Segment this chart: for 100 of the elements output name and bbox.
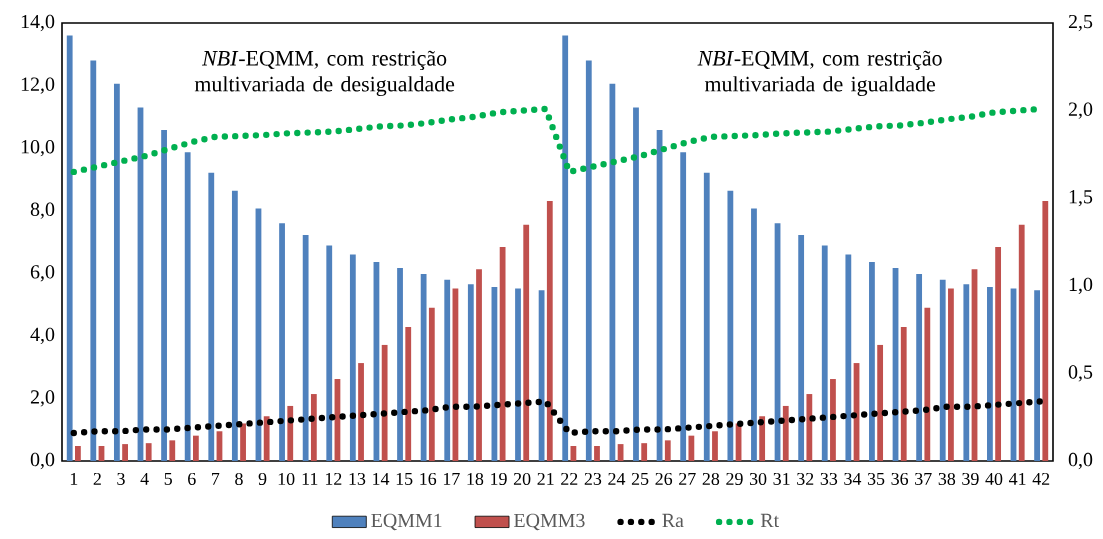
bar <box>900 327 907 461</box>
x-tick-label: 7 <box>212 472 220 485</box>
y-tick-label: 2,0 <box>30 390 55 407</box>
y-tick-label: 12,0 <box>21 77 55 94</box>
bar <box>782 405 789 461</box>
y-tick-label: 4,0 <box>30 327 55 345</box>
x-tick-label: 38 <box>938 472 956 485</box>
x-tick-label: 19 <box>491 472 507 485</box>
x-tick-label: 4 <box>140 472 149 485</box>
bar <box>594 445 600 461</box>
bar <box>680 152 687 461</box>
bar <box>161 129 167 461</box>
bar <box>287 405 294 461</box>
legend-label: Ra <box>662 513 684 528</box>
x-tick-label: 33 <box>820 472 838 485</box>
x-tick-label: 15 <box>396 472 413 485</box>
x-tick-label: 6 <box>188 472 196 485</box>
bar <box>302 235 309 461</box>
x-tick-label: 2 <box>93 472 101 485</box>
bar <box>633 107 639 461</box>
x-tick-label: 16 <box>420 472 437 485</box>
bar <box>712 431 718 461</box>
x-tick-label: 3 <box>117 472 125 485</box>
bar <box>948 288 954 461</box>
bar <box>349 254 356 461</box>
y2-tick-label: 0,0 <box>1068 452 1093 470</box>
x-tick-label: 14 <box>373 472 390 485</box>
bar <box>515 288 521 461</box>
x-tick-label: 11 <box>302 472 318 485</box>
bar <box>169 440 176 461</box>
bar <box>585 60 592 461</box>
x-tick-label: 37 <box>915 472 932 485</box>
bar <box>476 269 482 461</box>
bar <box>523 224 530 461</box>
bar <box>869 262 875 461</box>
bar <box>310 394 317 461</box>
y-tick-label: 6,0 <box>30 265 55 282</box>
legend-label: EQMM3 <box>513 513 585 531</box>
x-tick-label: 18 <box>467 472 484 485</box>
x-tick-label: 23 <box>584 472 602 485</box>
bar <box>609 83 616 461</box>
bar <box>263 416 270 461</box>
y2-tick-label: 1,0 <box>1069 277 1093 294</box>
bar <box>428 307 435 461</box>
bar <box>381 344 388 461</box>
bar <box>877 344 884 461</box>
bar <box>963 284 970 461</box>
y-tick-label: 8,0 <box>30 202 55 219</box>
bar <box>113 83 120 461</box>
bar <box>231 190 238 461</box>
x-tick-label: 30 <box>749 472 767 485</box>
x-tick-label: 25 <box>631 472 649 485</box>
bar <box>499 247 506 461</box>
bar <box>664 440 671 461</box>
bar <box>420 273 427 461</box>
x-tick-label: 31 <box>773 472 790 485</box>
y2-tick-label: 0,5 <box>1068 365 1093 382</box>
bar <box>538 290 545 461</box>
x-tick-label: 12 <box>325 472 342 485</box>
bar <box>751 208 757 461</box>
bar <box>562 35 569 461</box>
bar <box>830 379 836 461</box>
y-tick-label: 0,0 <box>30 452 55 470</box>
bar <box>727 190 734 461</box>
bar <box>397 267 403 461</box>
x-tick-label: 22 <box>561 472 578 485</box>
x-tick-label: 34 <box>844 472 862 485</box>
x-tick-label: 36 <box>891 472 909 485</box>
bar <box>326 245 333 461</box>
bar <box>1042 201 1049 461</box>
bar <box>358 363 364 461</box>
bar <box>641 443 648 461</box>
annotation: NBI-EQMM, com restrição multivariada de desigualdade <box>194 50 455 97</box>
bar <box>821 245 828 461</box>
x-tick-label: 10 <box>278 472 295 485</box>
bar <box>208 172 215 461</box>
x-tick-label: 35 <box>867 472 885 485</box>
bar <box>845 254 852 461</box>
bar <box>939 279 946 461</box>
bar <box>987 287 993 461</box>
bar <box>122 444 128 461</box>
y-tick-label: 14,0 <box>21 14 55 32</box>
bar <box>1034 290 1041 461</box>
x-tick-label: 42 <box>1032 472 1050 485</box>
x-tick-label: 40 <box>985 472 1003 485</box>
legend-label: EQMM1 <box>371 513 442 531</box>
x-tick-label: 20 <box>513 472 531 485</box>
bar <box>405 327 412 461</box>
x-tick-label: 17 <box>443 472 460 485</box>
x-tick-label: 5 <box>164 472 172 485</box>
bar <box>924 307 931 461</box>
bar <box>90 60 97 461</box>
bar <box>66 35 73 461</box>
bar <box>916 273 923 461</box>
x-tick-label: 39 <box>962 472 979 485</box>
x-tick-label: 21 <box>537 472 554 485</box>
x-tick-label: 13 <box>349 472 366 485</box>
x-tick-label: 41 <box>1008 472 1026 485</box>
bar <box>546 201 553 461</box>
y2-tick-label: 2,5 <box>1068 14 1093 32</box>
